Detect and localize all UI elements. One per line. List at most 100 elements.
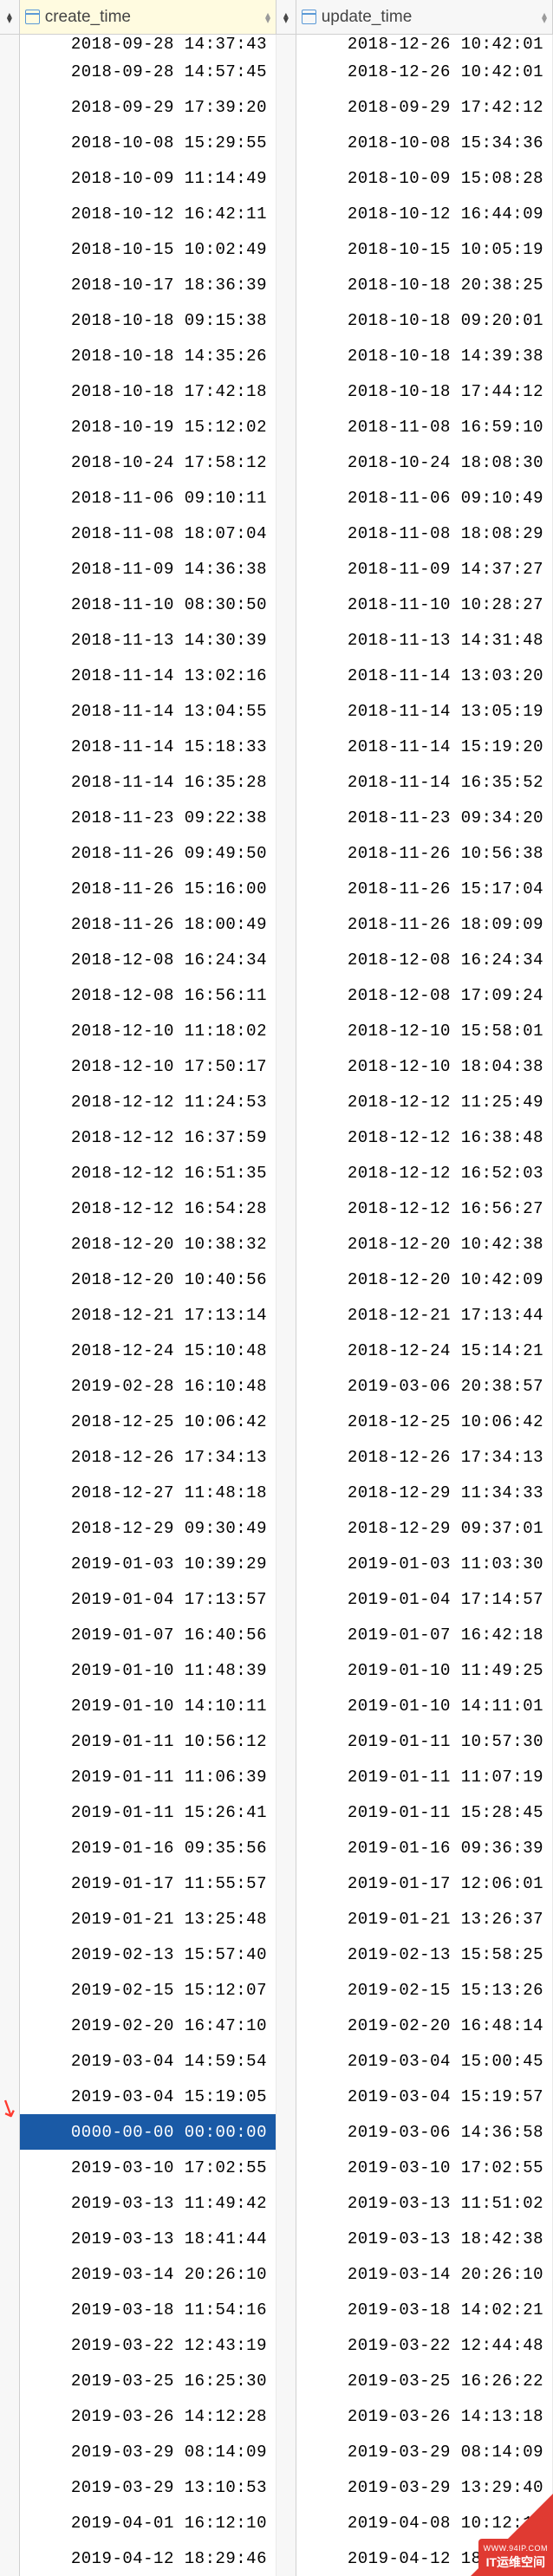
- cell-create-time[interactable]: 2018-12-24 15:10:48: [20, 1333, 276, 1368]
- cell-update-time[interactable]: 2018-12-12 11:25:49: [296, 1084, 553, 1119]
- cell-update-time[interactable]: 2018-11-06 09:10:49: [296, 480, 553, 516]
- table-row[interactable]: 2019-03-14 20:26:10 2019-03-14 20:26:10: [0, 2256, 553, 2292]
- cell-create-time[interactable]: 2018-11-13 14:30:39: [20, 622, 276, 658]
- cell-create-time[interactable]: 2018-10-12 16:42:11: [20, 196, 276, 231]
- table-row[interactable]: 2018-10-18 09:15:382018-10-18 09:20:01: [0, 302, 553, 338]
- cell-create-time[interactable]: 2019-01-17 11:55:57: [20, 1865, 276, 1901]
- table-row[interactable]: ↘0000-00-00 00:00:002019-03-06 14:36:58: [0, 2114, 553, 2150]
- cell-create-time[interactable]: 2019-01-11 11:06:39: [20, 1759, 276, 1794]
- cell-update-time[interactable]: 2019-01-03 11:03:30: [296, 1546, 553, 1581]
- cell-update-time[interactable]: 2019-03-10 17:02:55: [296, 2150, 553, 2185]
- cell-update-time[interactable]: 2018-11-08 18:08:29: [296, 516, 553, 551]
- table-row[interactable]: 2018-12-10 17:50:17 2018-12-10 18:04:38: [0, 1048, 553, 1084]
- cell-update-time[interactable]: 2019-01-11 11:07:19: [296, 1759, 553, 1794]
- cell-update-time[interactable]: 2019-03-29 13:29:40: [296, 2469, 553, 2505]
- cell-create-time[interactable]: 2019-04-12 18:29:46: [20, 2540, 276, 2576]
- cell-create-time[interactable]: 2019-04-01 16:12:10: [20, 2505, 276, 2540]
- table-row[interactable]: 2018-10-12 16:42:112018-10-12 16:44:09: [0, 196, 553, 231]
- cell-update-time[interactable]: 2018-11-10 10:28:27: [296, 587, 553, 622]
- cell-update-time[interactable]: 2019-01-07 16:42:18: [296, 1617, 553, 1652]
- table-row[interactable]: 2018-12-21 17:13:142018-12-21 17:13:44: [0, 1297, 553, 1333]
- cell-update-time[interactable]: 2018-12-29 09:37:01: [296, 1510, 553, 1546]
- table-row[interactable]: 2018-11-08 18:07:04 2018-11-08 18:08:29: [0, 516, 553, 551]
- cell-update-time[interactable]: 2019-03-04 15:00:45: [296, 2043, 553, 2079]
- cell-update-time[interactable]: 2019-01-11 15:28:45: [296, 1794, 553, 1830]
- table-row[interactable]: 2018-10-18 17:42:182018-10-18 17:44:12: [0, 373, 553, 409]
- cell-update-time[interactable]: 2018-10-09 15:08:28: [296, 160, 553, 196]
- table-row[interactable]: 2018-11-13 14:30:39 2018-11-13 14:31:48: [0, 622, 553, 658]
- cell-create-time[interactable]: 2018-09-29 17:39:20: [20, 89, 276, 125]
- cell-update-time[interactable]: 2018-12-25 10:06:42: [296, 1404, 553, 1439]
- cell-create-time[interactable]: 2018-10-19 15:12:02: [20, 409, 276, 444]
- cell-create-time[interactable]: 2018-11-14 16:35:28: [20, 764, 276, 800]
- cell-create-time[interactable]: 2018-12-12 11:24:53: [20, 1084, 276, 1119]
- table-row[interactable]: 2018-12-12 16:54:282018-12-12 16:56:27: [0, 1191, 553, 1226]
- table-row[interactable]: 2018-12-12 11:24:53 2018-12-12 11:25:49: [0, 1084, 553, 1119]
- cell-update-time[interactable]: 2018-11-14 16:35:52: [296, 764, 553, 800]
- table-row[interactable]: 2019-01-04 17:13:572019-01-04 17:14:57: [0, 1581, 553, 1617]
- cell-create-time[interactable]: 2018-12-25 10:06:42: [20, 1404, 276, 1439]
- cell-update-time[interactable]: 2018-12-10 18:04:38: [296, 1048, 553, 1084]
- table-row[interactable]: 2018-11-26 18:00:492018-11-26 18:09:09: [0, 906, 553, 942]
- table-row[interactable]: 2019-02-20 16:47:102019-02-20 16:48:14: [0, 2008, 553, 2043]
- table-row[interactable]: 2018-11-26 15:16:002018-11-26 15:17:04: [0, 871, 553, 906]
- table-row[interactable]: 2018-11-26 09:49:502018-11-26 10:56:38: [0, 835, 553, 871]
- table-row[interactable]: 2019-03-13 11:49:422019-03-13 11:51:02: [0, 2185, 553, 2221]
- table-row[interactable]: 2019-03-25 16:25:302019-03-25 16:26:22: [0, 2363, 553, 2398]
- cell-create-time[interactable]: 2018-12-10 17:50:17: [20, 1048, 276, 1084]
- cell-create-time[interactable]: 2018-12-29 09:30:49: [20, 1510, 276, 1546]
- cell-create-time[interactable]: 2019-03-14 20:26:10: [20, 2256, 276, 2292]
- table-row[interactable]: 2018-12-10 11:18:022018-12-10 15:58:01: [0, 1013, 553, 1048]
- table-row[interactable]: 2018-10-08 15:29:552018-10-08 15:34:36: [0, 125, 553, 160]
- cell-update-time[interactable]: 2018-11-14 15:19:20: [296, 729, 553, 764]
- table-row[interactable]: 2019-03-29 13:10:53 2019-03-29 13:29:40: [0, 2469, 553, 2505]
- cell-update-time[interactable]: 2018-12-20 10:42:09: [296, 1262, 553, 1297]
- cell-create-time[interactable]: 2019-01-10 14:10:11: [20, 1688, 276, 1723]
- cell-create-time[interactable]: 2018-12-12 16:37:59: [20, 1119, 276, 1155]
- cell-update-time[interactable]: 2019-03-18 14:02:21: [296, 2292, 553, 2327]
- cell-create-time[interactable]: 2018-10-17 18:36:39: [20, 267, 276, 302]
- cell-update-time[interactable]: 2018-12-12 16:52:03: [296, 1155, 553, 1191]
- table-row[interactable]: 2018-12-26 17:34:132018-12-26 17:34:13: [0, 1439, 553, 1475]
- cell-update-time[interactable]: 2018-12-08 17:09:24: [296, 977, 553, 1013]
- table-row[interactable]: 2018-12-20 10:40:562018-12-20 10:42:09: [0, 1262, 553, 1297]
- table-row[interactable]: 2018-12-25 10:06:42 2018-12-25 10:06:42: [0, 1404, 553, 1439]
- cell-create-time[interactable]: 2019-03-29 13:10:53: [20, 2469, 276, 2505]
- cell-update-time[interactable]: 2019-03-22 12:44:48: [296, 2327, 553, 2363]
- cell-update-time[interactable]: 2019-03-04 15:19:57: [296, 2079, 553, 2114]
- cell-update-time[interactable]: 2018-09-29 17:42:12: [296, 89, 553, 125]
- cell-create-time[interactable]: 2018-12-26 17:34:13: [20, 1439, 276, 1475]
- cell-update-time[interactable]: 2018-10-18 09:20:01: [296, 302, 553, 338]
- cell-create-time[interactable]: 2019-03-29 08:14:09: [20, 2434, 276, 2469]
- cell-update-time[interactable]: 2018-12-08 16:24:34: [296, 942, 553, 977]
- table-row[interactable]: 2018-11-14 13:04:552018-11-14 13:05:19: [0, 693, 553, 729]
- cell-create-time[interactable]: 2019-03-18 11:54:16: [20, 2292, 276, 2327]
- cell-create-time[interactable]: 2018-11-26 15:16:00: [20, 871, 276, 906]
- cell-create-time[interactable]: 2018-09-28 14:37:43: [20, 35, 276, 54]
- table-row[interactable]: 2019-03-13 18:41:442019-03-13 18:42:38: [0, 2221, 553, 2256]
- cell-create-time[interactable]: 2018-11-09 14:36:38: [20, 551, 276, 587]
- cell-update-time[interactable]: 2018-10-18 20:38:25: [296, 267, 553, 302]
- table-row[interactable]: 2018-10-17 18:36:39 2018-10-18 20:38:25: [0, 267, 553, 302]
- cell-create-time[interactable]: 2018-10-18 14:35:26: [20, 338, 276, 373]
- table-row[interactable]: 2019-02-28 16:10:482019-03-06 20:38:57: [0, 1368, 553, 1404]
- cell-create-time[interactable]: 2019-03-13 18:41:44: [20, 2221, 276, 2256]
- table-row[interactable]: 2018-12-12 16:37:59 2018-12-12 16:38:48: [0, 1119, 553, 1155]
- table-row[interactable]: 2019-01-10 14:10:112019-01-10 14:11:01: [0, 1688, 553, 1723]
- cell-update-time[interactable]: 2019-01-21 13:26:37: [296, 1901, 553, 1937]
- cell-update-time[interactable]: 2018-12-26 10:42:01: [296, 54, 553, 89]
- cell-create-time[interactable]: 2018-10-08 15:29:55: [20, 125, 276, 160]
- table-row[interactable]: 2019-03-18 11:54:16 2019-03-18 14:02:21: [0, 2292, 553, 2327]
- table-row[interactable]: 2018-12-08 16:24:342018-12-08 16:24:34: [0, 942, 553, 977]
- cell-update-time[interactable]: 2018-12-29 11:34:33: [296, 1475, 553, 1510]
- table-row[interactable]: 2019-04-01 16:12:102019-04-08 10:12:10: [0, 2505, 553, 2540]
- table-row[interactable]: 2018-11-10 08:30:502018-11-10 10:28:27: [0, 587, 553, 622]
- cell-create-time[interactable]: 2018-11-08 18:07:04: [20, 516, 276, 551]
- cell-update-time[interactable]: 2018-11-13 14:31:48: [296, 622, 553, 658]
- cell-create-time[interactable]: 2018-10-24 17:58:12: [20, 444, 276, 480]
- cell-create-time[interactable]: 2018-12-20 10:38:32: [20, 1226, 276, 1262]
- cell-update-time[interactable]: 2019-03-14 20:26:10: [296, 2256, 553, 2292]
- cell-update-time[interactable]: 2019-03-25 16:26:22: [296, 2363, 553, 2398]
- cell-create-time[interactable]: 2019-02-28 16:10:48: [20, 1368, 276, 1404]
- cell-update-time[interactable]: 2018-12-12 16:38:48: [296, 1119, 553, 1155]
